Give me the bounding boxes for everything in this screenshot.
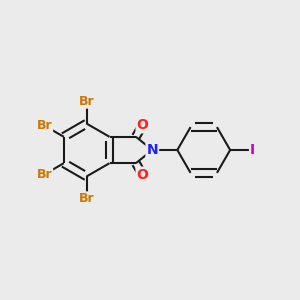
Text: Br: Br <box>37 119 52 132</box>
Text: N: N <box>146 143 158 157</box>
Text: O: O <box>136 118 148 132</box>
Text: Br: Br <box>37 168 52 181</box>
Text: O: O <box>136 168 148 182</box>
Text: Br: Br <box>79 192 94 205</box>
Text: Br: Br <box>79 95 94 108</box>
Text: I: I <box>250 143 255 157</box>
